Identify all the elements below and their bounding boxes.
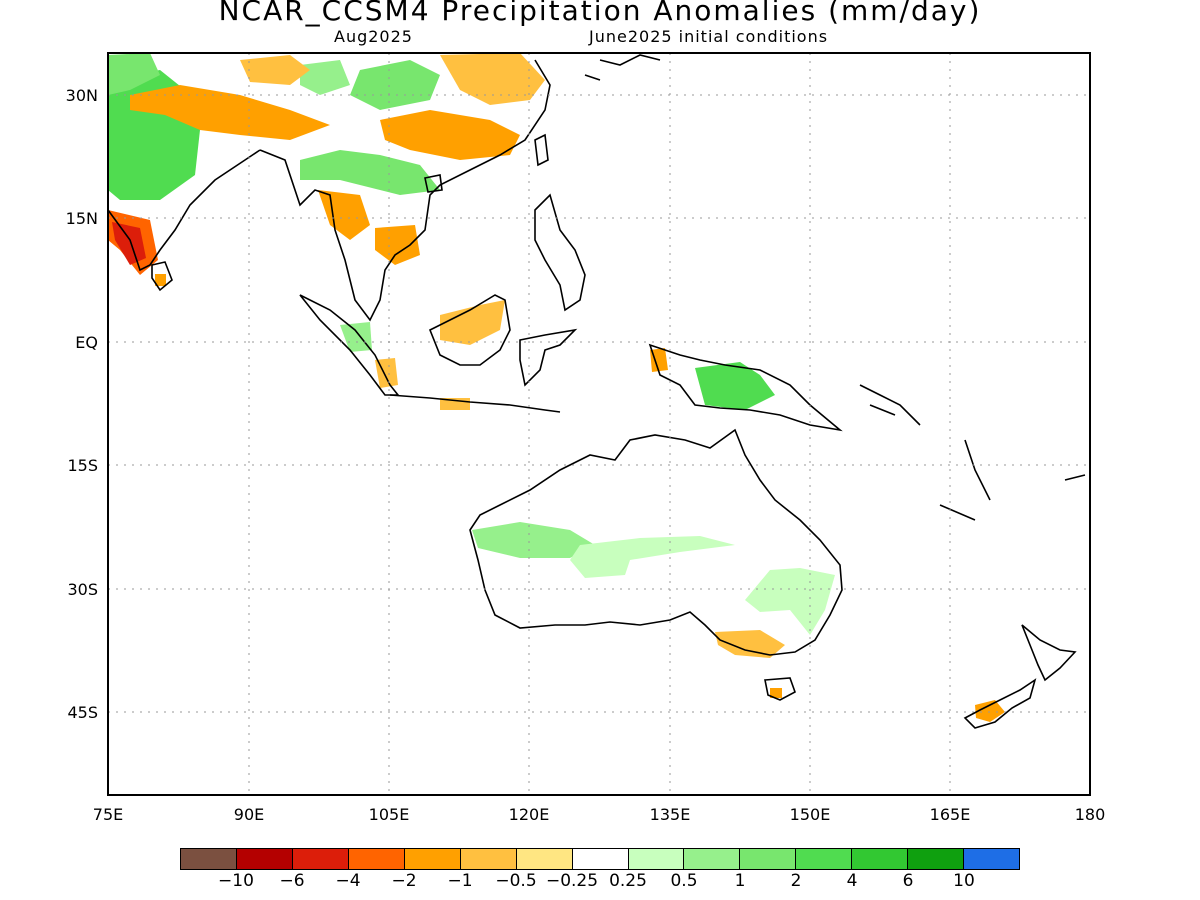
tibet-wet-region	[300, 60, 350, 95]
victoria-dry-region	[715, 630, 785, 658]
colorbar-tick-label: 4	[846, 871, 858, 891]
colorbar-tick-label: −6	[279, 871, 305, 891]
coast-taiwan	[534, 133, 549, 167]
coast-australia	[469, 428, 843, 656]
coast-new-guinea	[648, 343, 843, 432]
colorbar-swatch	[740, 849, 797, 869]
coast-borneo	[428, 294, 511, 366]
latitude-labels: 30N 15N EQ 15S 30S 45S	[66, 86, 98, 722]
lat-label-30n: 30N	[66, 86, 98, 105]
china-wet-region-2	[300, 150, 440, 195]
lon-label-90e: 90E	[234, 805, 264, 824]
sri-lanka-dry-region	[155, 274, 166, 286]
colorbar-tick-label: 0.5	[670, 871, 698, 891]
coast-java	[389, 394, 561, 413]
coast-philippines	[534, 193, 586, 312]
colorbar-swatch	[684, 849, 741, 869]
coast-vanuatu-fiji	[939, 439, 1086, 521]
lon-label-75e: 75E	[93, 805, 123, 824]
colorbar-swatch	[404, 849, 461, 869]
lat-label-eq: EQ	[75, 333, 98, 352]
lon-label-165e: 165E	[930, 805, 971, 824]
new-guinea-wet-region	[695, 362, 775, 410]
colorbar-swatch	[236, 849, 293, 869]
colorbar-tick-label: −2	[391, 871, 417, 891]
valid-month-label: Aug2025	[334, 27, 413, 46]
lat-label-15n: 15N	[66, 209, 98, 228]
new-guinea-dry-region	[650, 348, 668, 372]
colorbar-swatch	[796, 849, 853, 869]
colorbar-tick-label: −0.5	[495, 871, 537, 891]
map-title: NCAR_CCSM4 Precipitation Anomalies (mm/d…	[218, 0, 982, 27]
lat-label-15s: 15S	[67, 456, 98, 475]
coastlines	[108, 54, 1086, 729]
colorbar-swatch	[460, 849, 517, 869]
colorbar-swatch	[348, 849, 405, 869]
colorbar-tick-label: 6	[902, 871, 914, 891]
eastern-australia-wet-region	[745, 568, 835, 635]
coast-hainan	[424, 174, 443, 193]
anomaly-shading-layer	[108, 53, 1005, 722]
coast-sri-lanka	[151, 261, 173, 292]
coast-india	[108, 149, 261, 272]
colorbar-tick-label: −10	[218, 871, 254, 891]
himalaya-dry-region	[130, 85, 330, 140]
colorbar	[180, 848, 1020, 870]
indochina-dry-region	[318, 190, 370, 240]
coast-sulawesi	[519, 328, 578, 387]
borneo-dry-region	[440, 300, 505, 345]
colorbar-tick-label: −4	[335, 871, 361, 891]
india-north-wet-region	[108, 53, 160, 95]
colorbar-swatch	[908, 849, 965, 869]
colorbar-tick-label: 0.25	[609, 871, 647, 891]
china-dry-region-1	[380, 110, 520, 160]
lat-label-30s: 30S	[67, 580, 98, 599]
initial-conditions-label: June2025 initial conditions	[589, 27, 829, 46]
coast-new-zealand-south	[963, 678, 1037, 729]
china-wet-region-1	[350, 60, 440, 110]
china-dry-region-3	[240, 55, 310, 85]
colorbar-tick-label: −0.25	[545, 871, 599, 891]
central-australia-wet-region	[570, 536, 735, 578]
colorbar-swatch	[292, 849, 349, 869]
coast-japan	[584, 54, 661, 81]
colorbar-tick-label: 1	[734, 871, 746, 891]
western-australia-wet-region	[472, 522, 595, 558]
colorbar-swatch	[852, 849, 909, 869]
colorbar-swatch	[181, 849, 237, 869]
gridlines	[108, 53, 1090, 795]
tasmania-dry-region	[770, 688, 782, 698]
colorbar-swatch	[964, 849, 1020, 869]
colorbar-swatch	[516, 849, 573, 869]
china-dry-region-2	[440, 53, 545, 105]
coast-solomon	[859, 384, 921, 426]
map-frame	[107, 52, 1091, 796]
colorbar-tick-label: −1	[447, 871, 473, 891]
lon-label-150e: 150E	[790, 805, 831, 824]
lon-label-180: 180	[1075, 805, 1106, 824]
colorbar-tick-label: 10	[953, 871, 975, 891]
coast-new-zealand-north	[1021, 624, 1077, 682]
cambodia-dry-region	[375, 225, 420, 265]
coast-tasmania	[764, 677, 796, 701]
lon-label-135e: 135E	[650, 805, 691, 824]
lon-label-105e: 105E	[369, 805, 410, 824]
colorbar-swatch	[628, 849, 685, 869]
coast-indochina	[259, 59, 551, 322]
sumatra-wet-region	[340, 322, 372, 352]
india-southwest-deeper-dry	[112, 222, 146, 265]
lon-label-120e: 120E	[509, 805, 550, 824]
colorbar-tick-label: 2	[790, 871, 802, 891]
new-zealand-dry-region	[975, 700, 1005, 722]
lat-label-45s: 45S	[67, 703, 98, 722]
colorbar-swatch	[572, 849, 629, 869]
longitude-labels: 75E 90E 105E 120E 135E 150E 165E 180	[93, 805, 1106, 824]
